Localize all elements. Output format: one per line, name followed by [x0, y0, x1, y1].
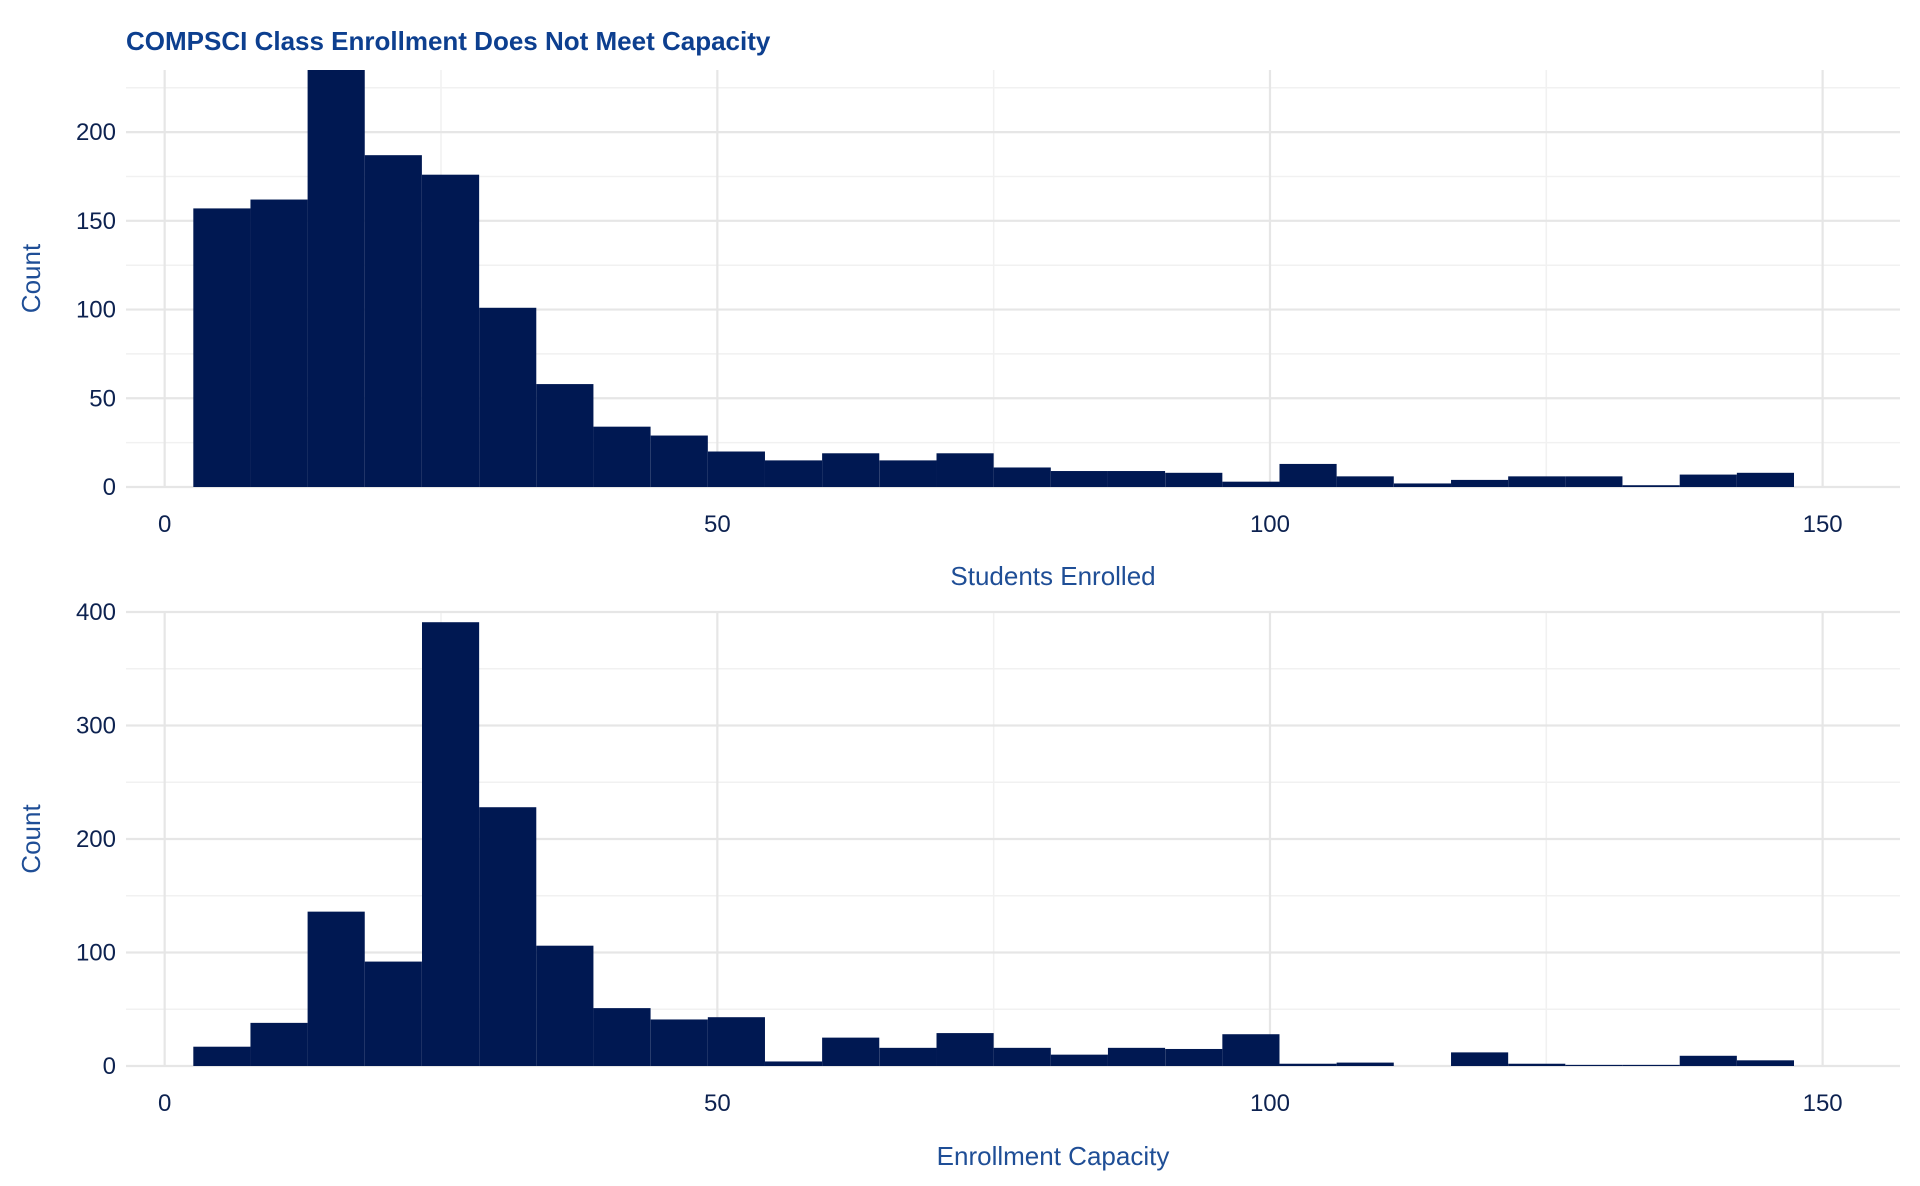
enrolled-histogram-bar [879, 460, 937, 487]
enrolled-histogram-bar [193, 208, 251, 487]
capacity-y-tick-label: 200 [76, 826, 116, 853]
capacity-histogram-bar [364, 961, 422, 1066]
capacity-histogram-bar [879, 1047, 937, 1066]
capacity-histogram-bar [250, 1022, 308, 1066]
capacity-histogram-panel: 0 50 100 150 0 100 200 300 400 Enrollment Capacit… [16, 599, 1900, 1171]
enrolled-y-tick-label: 150 [76, 208, 116, 235]
enrolled-histogram-bar [936, 453, 994, 487]
capacity-histogram-bar [479, 807, 537, 1066]
enrolled-histogram-bar [1165, 472, 1223, 487]
capacity-y-axis-title: Count [16, 804, 46, 874]
enrolled-x-tick-label: 0 [158, 511, 171, 538]
enrolled-histogram-panel: 0 50 100 150 0 50 100 150 200 Students Enrolled Co… [16, 70, 1900, 591]
capacity-histogram-bar [1050, 1054, 1108, 1066]
enrolled-histogram-bar [1222, 481, 1280, 487]
capacity-histogram-bar [1736, 1060, 1795, 1066]
capacity-histogram-bar [1107, 1047, 1166, 1066]
capacity-histogram-bar [822, 1037, 880, 1066]
enrolled-x-tick-label: 100 [1250, 511, 1290, 538]
enrolled-histogram-bar [1565, 476, 1623, 487]
enrolled-y-tick-label: 50 [89, 385, 116, 412]
capacity-histogram-bar [593, 1008, 651, 1066]
enrolled-y-tick-label: 100 [76, 297, 116, 324]
enrolled-histogram-bar [479, 307, 537, 487]
enrolled-histogram-bar [993, 467, 1051, 487]
enrolled-histogram-bar [364, 155, 422, 487]
capacity-x-axis-title: Enrollment Capacity [937, 1141, 1170, 1171]
enrolled-histogram-bar [250, 199, 308, 487]
enrolled-y-tick-label: 200 [76, 119, 116, 146]
capacity-histogram-bar [1679, 1055, 1737, 1066]
enrolled-histogram-bar [1393, 483, 1452, 487]
enrolled-histogram-bar [593, 426, 651, 487]
enrolled-histogram-bar [536, 384, 594, 487]
enrolled-x-tick-label: 50 [704, 511, 731, 538]
capacity-histogram-bar [1622, 1064, 1680, 1066]
capacity-histogram-bar [1165, 1048, 1223, 1066]
enrolled-histogram-bar [650, 435, 708, 487]
enrolled-histogram-bar [1451, 479, 1509, 487]
enrolled-histogram-bar [1508, 476, 1566, 487]
capacity-y-tick-label: 300 [76, 713, 116, 740]
capacity-x-tick-label: 50 [704, 1090, 731, 1117]
capacity-y-tick-label: 100 [76, 940, 116, 967]
capacity-histogram-bar [650, 1019, 708, 1066]
chart-title: COMPSCI Class Enrollment Does Not Meet C… [126, 26, 771, 56]
enrolled-y-axis-title: Count [16, 243, 46, 313]
capacity-histogram-bar [421, 622, 480, 1066]
enrolled-histogram-bar [764, 460, 823, 487]
capacity-histogram-bar [764, 1061, 823, 1066]
enrolled-x-axis-title: Students Enrolled [950, 561, 1155, 591]
capacity-histogram-bar [1451, 1052, 1509, 1066]
capacity-histogram-bar [707, 1017, 765, 1066]
enrolled-histogram-bar [307, 70, 365, 487]
enrolled-histogram-bar [1622, 485, 1680, 487]
enrolled-histogram-bar [1279, 463, 1337, 487]
capacity-histogram-bar [1508, 1063, 1566, 1066]
capacity-histogram-bar [193, 1046, 251, 1066]
enrolled-histogram-bar [421, 174, 480, 488]
capacity-histogram-bar [936, 1033, 994, 1066]
capacity-x-tick-label: 100 [1250, 1090, 1290, 1117]
enrolled-x-tick-label: 150 [1803, 511, 1843, 538]
enrolled-histogram-bar [707, 451, 765, 487]
capacity-histogram-bar [1336, 1062, 1394, 1066]
capacity-x-tick-label: 150 [1803, 1090, 1843, 1117]
enrolled-histogram-bar [1107, 471, 1166, 487]
capacity-histogram-bar [307, 911, 365, 1066]
enrolled-histogram-bar [1050, 471, 1108, 487]
capacity-histogram-bar [1222, 1034, 1280, 1066]
capacity-x-tick-label: 0 [158, 1090, 171, 1117]
capacity-histogram-bar [1279, 1063, 1337, 1066]
capacity-histogram-bar [536, 945, 594, 1066]
enrolled-histogram-bar [822, 453, 880, 487]
capacity-y-tick-label: 0 [103, 1053, 116, 1080]
enrolled-histogram-bar [1679, 474, 1737, 487]
enrolled-histogram-bar [1736, 472, 1795, 487]
enrolled-y-tick-label: 0 [103, 474, 116, 501]
capacity-y-tick-label: 400 [76, 599, 116, 626]
enrolled-histogram-bar [1336, 476, 1394, 487]
capacity-histogram-bar [993, 1047, 1051, 1066]
capacity-histogram-bar [1565, 1064, 1623, 1066]
